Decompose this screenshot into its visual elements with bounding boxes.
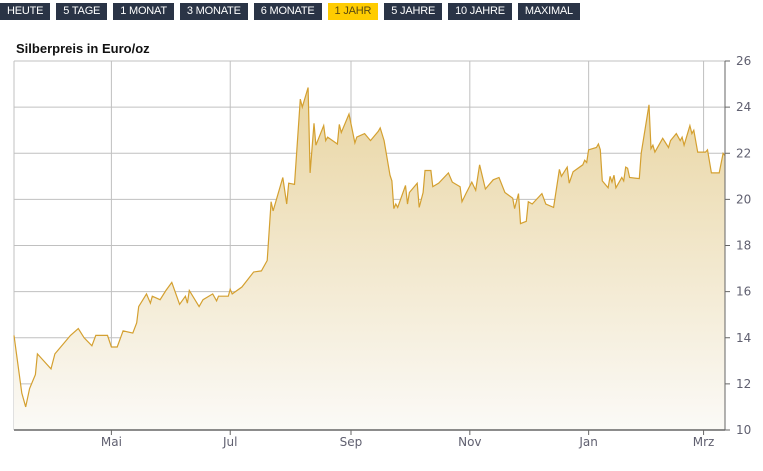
- y-tick-label: 16: [736, 285, 751, 299]
- price-line: [13, 87, 726, 408]
- tab-1-monat[interactable]: 1 MONAT: [113, 3, 174, 20]
- tab-6-monate[interactable]: 6 MONATE: [253, 3, 322, 20]
- y-tick-label: 18: [736, 239, 751, 253]
- timerange-tabs: HEUTE 5 TAGE 1 MONAT 3 MONATE 6 MONATE 1 JAHR…: [0, 3, 580, 20]
- tab-5-jahre[interactable]: 5 JAHRE: [384, 3, 443, 20]
- x-tick-label: Nov: [458, 435, 481, 449]
- tab-10-jahre[interactable]: 10 JAHRE: [448, 3, 512, 20]
- y-tick-label: 20: [736, 192, 751, 206]
- y-tick-label: 22: [736, 146, 751, 160]
- x-tick-label: Mrz: [693, 435, 715, 449]
- axes: 10 12 14 16 18 20 22 24 26 Mai Jul Sep Nov Jan Mrz: [14, 54, 751, 449]
- tab-3-monate[interactable]: 3 MONATE: [179, 3, 248, 20]
- y-tick-label: 14: [736, 331, 751, 345]
- x-tick-label: Sep: [340, 435, 363, 449]
- y-tick-label: 26: [736, 54, 751, 68]
- tab-1-jahr[interactable]: 1 JAHR: [327, 3, 379, 20]
- tab-5-tage[interactable]: 5 TAGE: [56, 3, 108, 20]
- price-area: [14, 87, 725, 430]
- chart-title: Silberpreis in Euro/oz: [16, 41, 150, 56]
- tab-heute[interactable]: HEUTE: [0, 3, 51, 20]
- y-tick-label: 24: [736, 100, 751, 114]
- y-tick-label: 12: [736, 377, 751, 391]
- y-tick-label: 10: [736, 423, 751, 437]
- x-tick-label: Jul: [222, 435, 237, 449]
- x-tick-label: Mai: [101, 435, 122, 449]
- tab-maximal[interactable]: MAXIMAL: [517, 3, 580, 20]
- x-tick-label: Jan: [578, 435, 598, 449]
